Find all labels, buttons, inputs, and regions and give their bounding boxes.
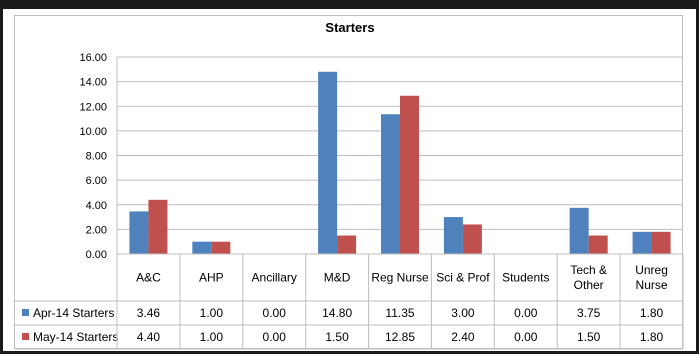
bar — [318, 71, 338, 255]
chart-area — [14, 15, 683, 349]
y-tick-label: 16.00 — [79, 52, 107, 64]
legend-key — [22, 333, 29, 340]
bar — [632, 231, 652, 254]
data-value: 3.00 — [451, 306, 475, 320]
category-label: Sci & Prof — [436, 271, 490, 285]
category-label: Reg Nurse — [371, 271, 429, 285]
data-value: 14.80 — [322, 306, 352, 320]
legend-key — [22, 309, 29, 316]
y-tick-label: 10.00 — [79, 126, 107, 138]
category-label: Unreg — [635, 263, 668, 277]
y-tick-label: 4.00 — [86, 200, 107, 212]
data-value: 12.85 — [385, 330, 415, 344]
y-tick-label: 8.00 — [86, 151, 107, 163]
data-value: 1.00 — [200, 306, 224, 320]
data-value: 1.50 — [325, 330, 349, 344]
category-label: Students — [502, 271, 549, 285]
bar — [381, 114, 400, 254]
data-value: 1.80 — [640, 330, 664, 344]
bar — [400, 95, 419, 254]
y-tick-label: 6.00 — [86, 175, 107, 187]
bar — [337, 235, 357, 254]
y-tick-label: 14.00 — [79, 77, 107, 89]
y-tick-label: 2.00 — [86, 224, 107, 236]
data-value: 2.40 — [451, 330, 475, 344]
bar — [148, 199, 168, 254]
chart-title: Starters — [325, 20, 374, 35]
data-value: 0.00 — [263, 306, 287, 320]
data-value: 0.00 — [514, 330, 538, 344]
y-tick-label: 0.00 — [86, 249, 107, 261]
data-value: 1.80 — [640, 306, 664, 320]
category-label: AHP — [199, 271, 224, 285]
y-tick-label: 12.00 — [79, 101, 107, 113]
data-table: A&C AHP Ancillary M&D Reg Nurse Sci & Prof Stu… — [15, 253, 684, 350]
data-value: 0.00 — [263, 330, 287, 344]
category-label: M&D — [324, 271, 351, 285]
bar — [192, 241, 212, 254]
data-value: 4.40 — [137, 330, 161, 344]
top-border-bar — [0, 0, 699, 6]
bar — [588, 235, 608, 254]
data-value: 0.00 — [514, 306, 538, 320]
category-label: Nurse — [636, 278, 668, 292]
bar — [443, 217, 463, 254]
category-label: Tech & — [570, 263, 607, 277]
series-name: May-14 Starters — [33, 330, 118, 344]
data-value: 3.46 — [137, 306, 161, 320]
bar — [569, 207, 589, 254]
bar — [129, 211, 149, 254]
bar — [462, 224, 482, 254]
y-axis: 0.00 2.00 4.00 6.00 8.00 10.00 12.00 14.00 16.00 — [79, 52, 118, 349]
category-label: A&C — [136, 271, 161, 285]
data-value: 1.00 — [200, 330, 224, 344]
data-value: 1.50 — [577, 330, 601, 344]
series-name: Apr-14 Starters — [33, 306, 114, 320]
data-value: 11.35 — [385, 306, 414, 320]
category-label: Other — [574, 278, 604, 292]
category-label: Ancillary — [252, 271, 297, 285]
bars — [129, 71, 671, 255]
data-value: 3.75 — [577, 306, 601, 320]
bar — [651, 231, 671, 254]
bar — [211, 241, 231, 254]
